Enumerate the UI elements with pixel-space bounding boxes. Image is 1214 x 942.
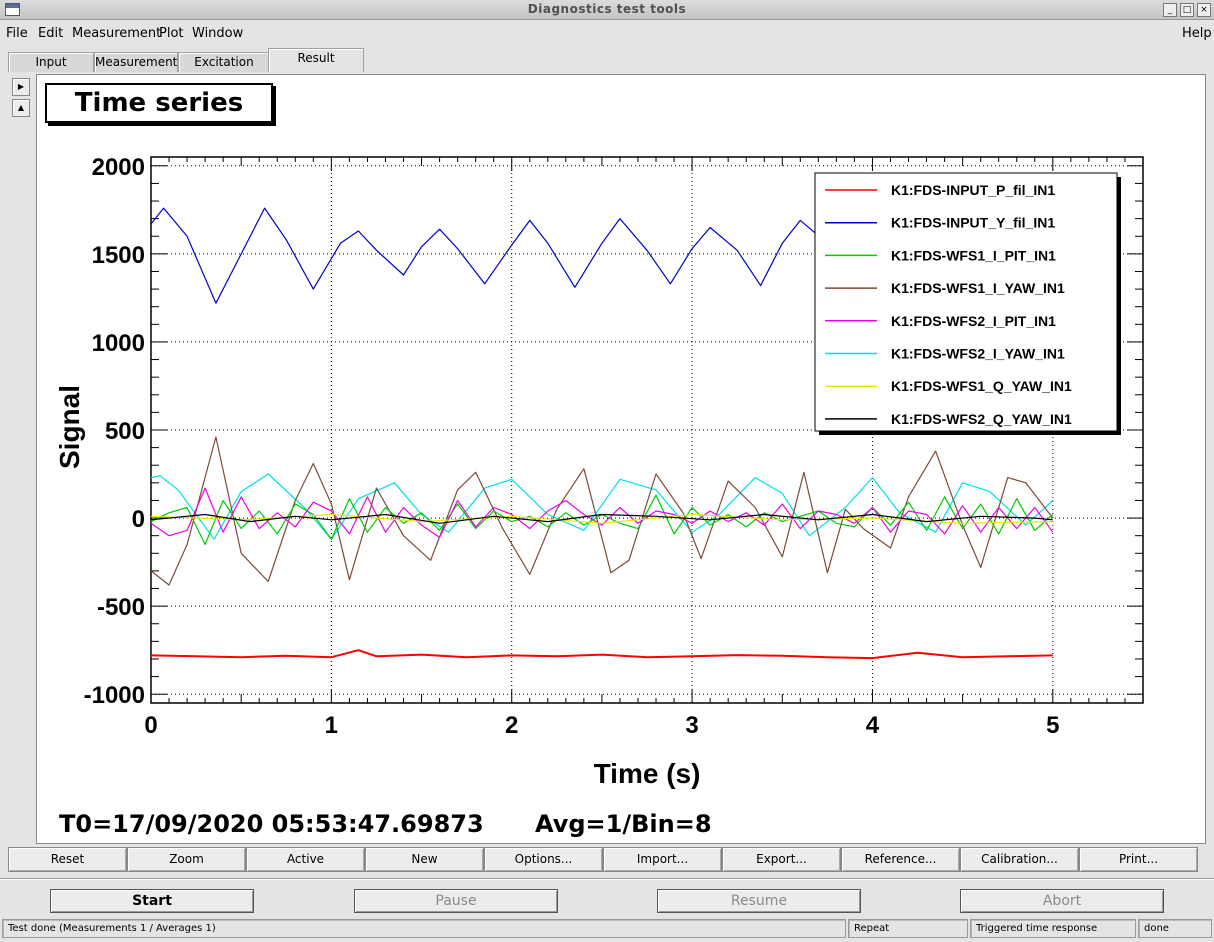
minimize-button[interactable]: _ — [1163, 3, 1177, 17]
status-bar: Test done (Measurements 1 / Averages 1) … — [0, 919, 1214, 940]
legend-entry: K1:FDS-INPUT_P_fil_IN1 — [891, 182, 1055, 198]
y-tick-label: 1500 — [92, 242, 145, 269]
status-state: done — [1138, 919, 1212, 938]
reset-button[interactable]: Reset — [8, 847, 127, 872]
export-button[interactable]: Export... — [722, 847, 841, 872]
new-button[interactable]: New — [365, 847, 484, 872]
x-tick-label: 0 — [144, 712, 157, 739]
menu-measurement[interactable]: Measurement — [72, 26, 162, 41]
legend-entry: K1:FDS-WFS1_I_YAW_IN1 — [891, 280, 1065, 296]
series-line-3 — [151, 436, 1054, 586]
tab-result[interactable]: Result — [268, 48, 364, 72]
pad-next-arrow-icon[interactable]: ▶ — [12, 78, 30, 96]
start-button[interactable]: Start — [50, 889, 254, 913]
y-tick-label: -500 — [97, 594, 145, 621]
series-line-7 — [151, 513, 1053, 524]
y-axis-label: Signal — [54, 385, 85, 469]
y-tick-label: 500 — [105, 418, 145, 445]
plot-pad[interactable]: Time series 0 1 2 3 4 5 -1000 -500 0 500 1000 1500 2… — [36, 74, 1206, 844]
abort-button[interactable]: Abort — [960, 889, 1164, 913]
menu-bar: File Edit Measurement Plot Window Help — [0, 22, 1214, 44]
pad-up-arrow-icon[interactable]: ▲ — [12, 99, 30, 117]
time-series-chart[interactable]: 0 1 2 3 4 5 -1000 -500 0 500 1000 1500 2000 Time (s) S… — [37, 75, 1205, 843]
y-tick-label: 1000 — [92, 330, 145, 357]
menu-help[interactable]: Help — [1182, 26, 1212, 41]
separator — [0, 878, 1214, 880]
close-button[interactable]: × — [1197, 3, 1211, 17]
plot-toolbar: Reset Zoom Active New Options... Import.… — [8, 847, 1198, 873]
t0-label: T0=17/09/2020 05:53:47.69873 — [59, 810, 484, 838]
x-tick-label: 3 — [685, 712, 698, 739]
reference-button[interactable]: Reference... — [841, 847, 960, 872]
x-tick-label: 5 — [1046, 712, 1059, 739]
active-button[interactable]: Active — [246, 847, 365, 872]
tab-excitation[interactable]: Excitation — [178, 52, 270, 72]
x-tick-label: 1 — [325, 712, 338, 739]
plot-pad-arrows: ▶ ▲ — [12, 78, 30, 120]
avg-bin-label: Avg=1/Bin=8 — [535, 810, 712, 838]
y-tick-label: 0 — [132, 506, 145, 533]
window-title: Diagnostics test tools — [527, 2, 687, 16]
series-line-0 — [151, 649, 1053, 660]
series-line-6 — [151, 513, 1053, 524]
app-window-icon[interactable] — [5, 3, 20, 16]
x-axis-label: Time (s) — [594, 758, 701, 789]
zoom-button[interactable]: Zoom — [127, 847, 246, 872]
x-tick-label: 2 — [505, 712, 518, 739]
legend-entry: K1:FDS-WFS2_Q_YAW_IN1 — [891, 411, 1072, 427]
print-button[interactable]: Print... — [1079, 847, 1198, 872]
tab-input[interactable]: Input — [8, 52, 94, 72]
y-tick-label: -1000 — [84, 682, 145, 709]
legend-entry: K1:FDS-WFS2_I_PIT_IN1 — [891, 313, 1056, 329]
status-mode: Repeat — [848, 919, 968, 938]
window-titlebar: Diagnostics test tools _ □ × — [0, 0, 1214, 20]
resume-button[interactable]: Resume — [657, 889, 861, 913]
calibration-button[interactable]: Calibration... — [960, 847, 1079, 872]
tab-measurement[interactable]: Measurement — [94, 52, 178, 72]
plot-title: Time series — [45, 83, 273, 123]
legend-box — [814, 172, 1118, 432]
menu-plot[interactable]: Plot — [159, 26, 184, 41]
series-line-1 — [151, 207, 846, 304]
legend-entry: K1:FDS-WFS1_I_PIT_IN1 — [891, 247, 1056, 263]
legend-entry: K1:FDS-INPUT_Y_fil_IN1 — [891, 215, 1055, 231]
y-tick-label: 2000 — [92, 154, 145, 181]
tab-bar: Input Measurement Excitation Result — [0, 48, 1214, 72]
x-tick-label: 4 — [866, 712, 880, 739]
menu-file[interactable]: File — [6, 26, 28, 41]
series-line-5 — [151, 473, 1054, 540]
pause-button[interactable]: Pause — [354, 889, 558, 913]
menu-window[interactable]: Window — [192, 26, 244, 41]
options-button[interactable]: Options... — [484, 847, 603, 872]
menu-edit[interactable]: Edit — [38, 26, 64, 41]
series-line-4 — [151, 487, 1054, 538]
status-type: Triggered time response — [970, 919, 1136, 938]
legend-entry: K1:FDS-WFS1_Q_YAW_IN1 — [891, 378, 1072, 394]
legend-entry: K1:FDS-WFS2_I_YAW_IN1 — [891, 346, 1065, 362]
import-button[interactable]: Import... — [603, 847, 722, 872]
status-message: Test done (Measurements 1 / Averages 1) — [2, 919, 846, 938]
maximize-button[interactable]: □ — [1180, 3, 1194, 17]
